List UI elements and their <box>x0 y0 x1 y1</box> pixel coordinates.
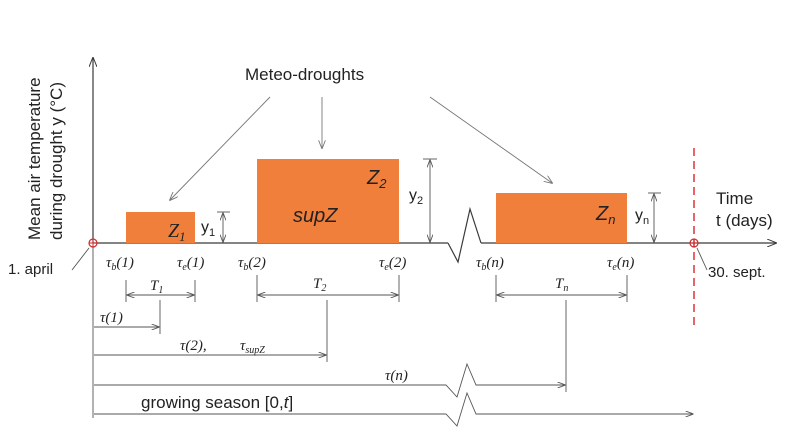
drought-box-2 <box>257 159 399 243</box>
growing-season-label: growing season [0,t] <box>141 393 293 412</box>
duration-label-t2: T2 <box>313 276 326 294</box>
height-label-y2: y2 <box>409 187 423 207</box>
callout-arrow-1 <box>170 96 271 200</box>
tau-e-2: τe(2) <box>379 255 406 273</box>
onset-dim-n <box>94 362 565 398</box>
tau-e-1: τe(1) <box>177 255 204 273</box>
callout-arrow-3 <box>429 96 552 183</box>
meteo-droughts-callout: Meteo-droughts <box>245 65 364 84</box>
tau-e-n: τe(n) <box>607 255 634 273</box>
axis-break <box>447 206 482 264</box>
y-axis-label-line1: Mean air temperature <box>25 77 44 240</box>
onset-label-2: τ(2), <box>180 338 207 354</box>
tau-b-2: τb(2) <box>238 255 266 273</box>
height-label-yn: yn <box>635 207 649 227</box>
drought-label-zn: Zn <box>595 203 615 227</box>
x-axis-label-time: Time <box>716 189 753 208</box>
onset-label-n: τ(n) <box>385 368 408 384</box>
drought-label-supz: supZ <box>293 205 338 227</box>
duration-label-t1: T1 <box>150 278 163 296</box>
height-label-y1: y1 <box>201 219 215 239</box>
drought-box-1 <box>126 212 195 243</box>
tau-b-1: τb(1) <box>106 255 134 273</box>
onset-label-supz: τsupZ <box>240 338 265 356</box>
x-axis-label-days: t (days) <box>716 211 773 230</box>
y-axis-label-line2: during drought y (°C) <box>47 82 66 240</box>
onset-label-1: τ(1) <box>100 310 123 326</box>
duration-label-tn: Tn <box>555 276 568 294</box>
start-date-label: 1. april <box>8 261 53 278</box>
tau-b-n: τb(n) <box>476 255 504 273</box>
end-date-label: 30. sept. <box>708 264 766 281</box>
drought-label-z2: Z2 <box>366 167 387 191</box>
drought-box-n <box>496 193 627 243</box>
drought-label-z1: Z1 <box>168 220 186 244</box>
season-dim <box>94 391 693 427</box>
